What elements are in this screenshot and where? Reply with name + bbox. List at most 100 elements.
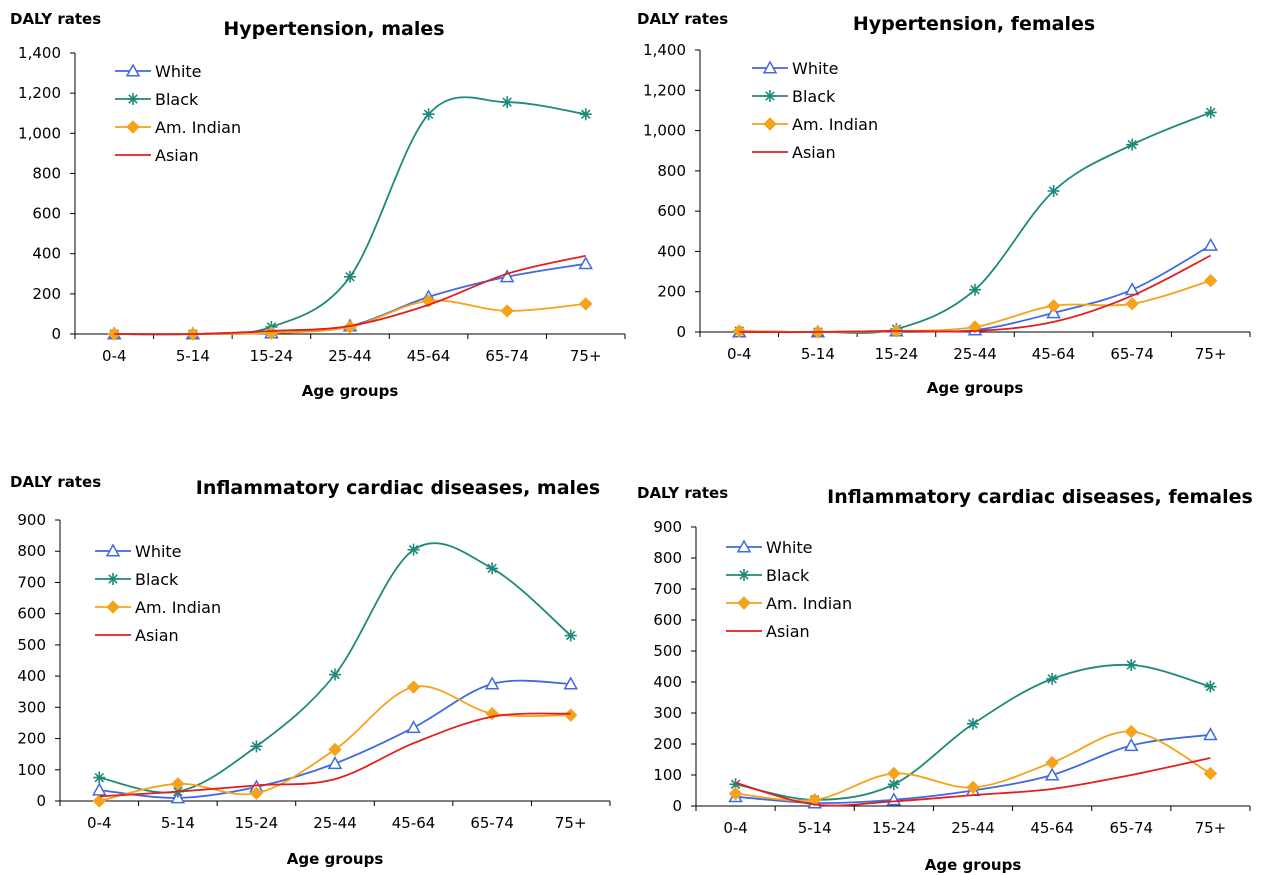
data-point-white: [92, 782, 107, 796]
data-point-am-indian: [579, 297, 593, 311]
data-point-black: [579, 108, 592, 121]
legend-marker: [125, 63, 141, 77]
x-tick-label: 5-14: [161, 814, 195, 832]
series-line-asian: [114, 254, 586, 336]
data-point-white: [499, 269, 515, 283]
data-point-am-indian: [966, 780, 980, 795]
y-axis-label: DALY rates: [10, 10, 101, 28]
data-point-white: [1124, 738, 1139, 752]
data-point-am-indian: [92, 794, 106, 808]
data-point-am-indian: [732, 324, 746, 338]
data-point-am-indian: [500, 304, 514, 318]
data-point-am-indian: [1203, 766, 1218, 781]
data-point-black: [1204, 106, 1217, 119]
data-point-black: [422, 108, 435, 121]
y-tick-label: 1,200: [643, 81, 686, 99]
y-tick-label: 600: [32, 205, 61, 223]
y-tick-label: 0: [51, 325, 61, 343]
legend-marker: [105, 543, 121, 557]
legend-label: White: [155, 62, 202, 81]
y-axis-label: DALY rates: [10, 473, 101, 491]
data-point-black: [887, 778, 900, 791]
y-tick-label: 100: [653, 766, 682, 784]
legend-entry-black: Black: [115, 90, 199, 109]
legend-entry-am-indian: Am. Indian: [752, 115, 878, 134]
data-point-black: [1204, 680, 1217, 693]
chart-panel-3: Inflammatory cardiac diseases, males DALY…: [10, 473, 611, 868]
legend-entry-am-indian: Am. Indian: [95, 598, 221, 617]
data-point-white: [1203, 237, 1218, 251]
chart-title: Hypertension, females: [853, 13, 1095, 35]
y-tick-label: 0: [36, 792, 46, 810]
data-point-black: [501, 96, 514, 109]
data-point-white: [563, 676, 578, 690]
y-tick-label: 0: [672, 797, 682, 815]
legend-entry-asian: Asian: [115, 146, 199, 165]
data-point-am-indian: [728, 786, 743, 801]
y-tick-label: 300: [17, 698, 46, 716]
legend-label: White: [792, 59, 839, 78]
series-black: [733, 106, 1217, 338]
legend-entry-black: Black: [95, 570, 179, 589]
chart-panel-4: Inflammatory cardiac diseases, females DA…: [637, 484, 1253, 874]
series-line-white: [99, 679, 571, 799]
legend-label: White: [135, 542, 182, 561]
x-tick-label: 5-14: [801, 345, 835, 363]
legend-marker: [736, 539, 752, 553]
x-tick-label: 75+: [1195, 345, 1227, 363]
series-am-indian: [728, 724, 1218, 807]
y-tick-label: 800: [657, 162, 686, 180]
chart-panel-2: Hypertension, females DALY rates Age group…: [637, 10, 1251, 397]
legend-label: Asian: [792, 143, 836, 162]
y-axis-label: DALY rates: [637, 10, 728, 28]
data-point-black: [1046, 672, 1059, 685]
series-asian: [739, 254, 1212, 333]
series-line-asian: [99, 712, 571, 798]
series-line-asian: [739, 254, 1212, 333]
x-tick-label: 15-24: [250, 347, 294, 365]
legend-label: Black: [766, 566, 810, 585]
data-point-black: [93, 771, 106, 784]
data-point-black: [564, 629, 577, 642]
y-tick-label: 600: [17, 605, 46, 623]
y-tick-label: 100: [17, 761, 46, 779]
chart-panel-1: Hypertension, males DALY rates Age groups 0…: [10, 10, 626, 400]
data-point-am-indian: [808, 793, 822, 807]
x-tick-label: 45-64: [1032, 345, 1076, 363]
y-tick-label: 300: [653, 704, 682, 722]
x-tick-label: 65-74: [1110, 345, 1154, 363]
x-tick-label: 65-74: [470, 814, 514, 832]
legend-marker: [738, 569, 750, 581]
x-axis-label: Age groups: [925, 856, 1022, 874]
x-tick-label: 65-74: [1109, 819, 1153, 837]
data-point-black: [1047, 185, 1060, 197]
series-white: [92, 676, 578, 804]
data-point-am-indian: [1125, 297, 1139, 311]
x-tick-label: 0-4: [727, 345, 752, 363]
legend-entry-black: Black: [752, 87, 836, 106]
legend-marker: [106, 600, 120, 614]
data-point-am-indian: [1204, 273, 1218, 288]
y-tick-label: 1,400: [18, 44, 61, 62]
data-point-am-indian: [1045, 755, 1059, 770]
x-tick-label: 5-14: [798, 819, 832, 837]
y-tick-label: 400: [657, 242, 686, 260]
y-tick-label: 200: [17, 730, 46, 748]
legend-label: Am. Indian: [135, 598, 221, 617]
series-asian: [114, 254, 586, 336]
legend-label: Am. Indian: [792, 115, 878, 134]
y-tick-label: 400: [32, 245, 61, 263]
legend-marker: [762, 60, 778, 74]
data-point-am-indian: [887, 766, 901, 781]
y-tick-label: 500: [17, 636, 46, 654]
y-tick-label: 1,000: [643, 122, 686, 140]
legend-entry-asian: Asian: [752, 143, 836, 162]
legend-entry-am-indian: Am. Indian: [726, 594, 852, 613]
data-point-black: [1125, 658, 1138, 671]
x-axis-label: Age groups: [287, 850, 384, 868]
legend-entry-white: White: [95, 542, 182, 561]
data-point-black: [486, 562, 499, 575]
x-tick-label: 25-44: [328, 347, 372, 365]
legend-marker: [107, 573, 119, 585]
